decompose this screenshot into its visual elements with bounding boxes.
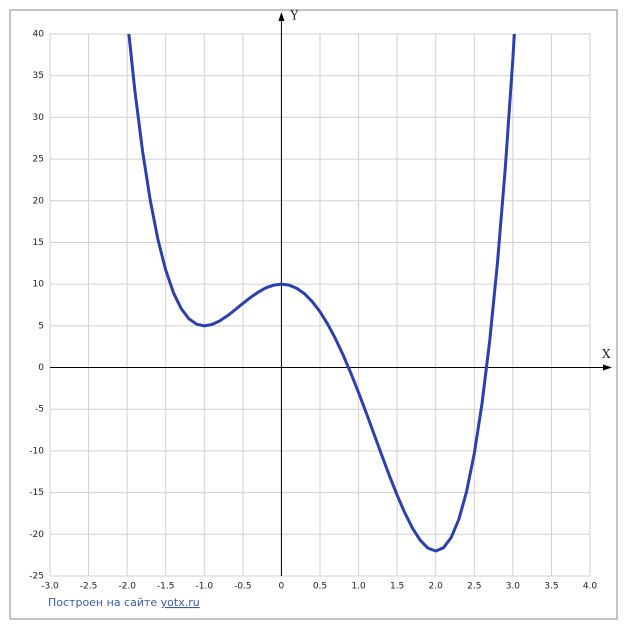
x-tick-label: 0.5 bbox=[313, 582, 327, 592]
footer: Построен на сайте yotx.ru bbox=[48, 596, 200, 609]
y-tick-label: 20 bbox=[33, 196, 45, 206]
y-tick-label: 35 bbox=[33, 71, 44, 81]
y-tick-label: -25 bbox=[29, 572, 44, 582]
y-tick-label: 0 bbox=[38, 363, 44, 373]
x-arrow bbox=[603, 364, 612, 371]
x-tick-label: 3.5 bbox=[544, 582, 558, 592]
y-tick-label: -10 bbox=[29, 446, 44, 456]
frame bbox=[9, 9, 618, 620]
y-arrow bbox=[278, 12, 285, 21]
y-tick-label: 5 bbox=[38, 321, 44, 331]
y-tick-label: -5 bbox=[35, 405, 44, 415]
footer-link[interactable]: yotx.ru bbox=[161, 596, 200, 609]
y-tick-label: 10 bbox=[33, 280, 45, 290]
x-tick-label: -0.5 bbox=[234, 582, 252, 592]
x-tick-label: 2.0 bbox=[429, 582, 444, 592]
y-tick-label: -20 bbox=[29, 530, 44, 540]
y-tick-label: -15 bbox=[29, 488, 44, 498]
x-tick-label: 0 bbox=[279, 582, 285, 592]
footer-text: Построен на сайте bbox=[48, 596, 157, 609]
y-tick-label: 30 bbox=[33, 113, 45, 123]
x-tick-label: -1.5 bbox=[157, 582, 175, 592]
x-tick-label: -3.0 bbox=[41, 582, 59, 592]
y-tick-label: 40 bbox=[33, 30, 45, 40]
x-tick-label: 4.0 bbox=[583, 582, 598, 592]
curve bbox=[127, 34, 516, 553]
x-tick-label: -2.5 bbox=[80, 582, 98, 592]
y-axis-label: Y bbox=[289, 9, 299, 23]
x-axis-label: X bbox=[602, 347, 611, 361]
grid bbox=[49, 33, 591, 577]
x-tick-label: 2.5 bbox=[467, 582, 481, 592]
x-tick-label: -1.0 bbox=[196, 582, 214, 592]
y-tick-label: 15 bbox=[33, 238, 44, 248]
x-tick-label: 1.0 bbox=[351, 582, 366, 592]
y-tick-label: 25 bbox=[33, 155, 44, 165]
x-tick-label: 3.0 bbox=[506, 582, 521, 592]
x-tick-label: 1.5 bbox=[390, 582, 404, 592]
x-tick-label: -2.0 bbox=[118, 582, 136, 592]
